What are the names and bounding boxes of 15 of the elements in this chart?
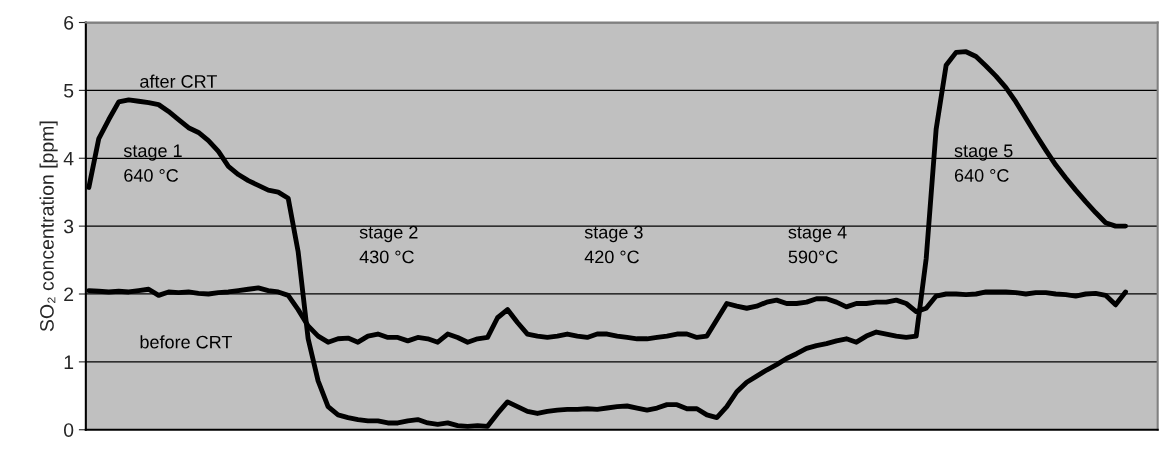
y-tick-label: 3 — [63, 219, 74, 234]
y-tick-label: 2 — [64, 287, 74, 302]
y-tick-label: 0 — [63, 423, 74, 437]
text: before CRT — [140, 335, 233, 349]
y-tick-label: 5 — [64, 84, 74, 98]
annotation: stage 1 640 °C — [123, 144, 182, 182]
annotation: stage 4 590°C — [788, 226, 847, 264]
series-label: after CRT — [140, 74, 217, 88]
annotation: stage 5 640 °C — [954, 144, 1013, 182]
y-axis-title: SO₂ concentration [ppm] — [39, 121, 58, 332]
annotation: stage 3 420 °C — [584, 225, 643, 264]
y-tick-label: 6 — [64, 15, 74, 30]
y-tick-label: 1 — [64, 355, 74, 369]
annotation: stage 2 430 °C — [359, 225, 418, 264]
y-tick-label: 4 — [63, 151, 74, 166]
